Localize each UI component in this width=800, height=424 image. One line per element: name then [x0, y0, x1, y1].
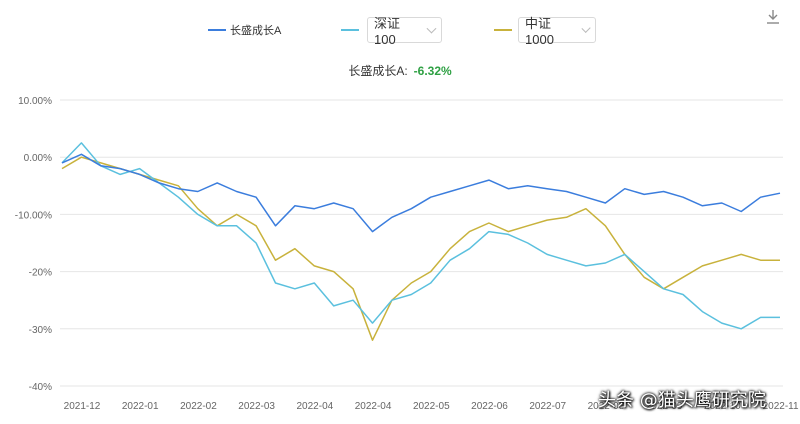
- legend-item-fund[interactable]: 长盛成长A: [208, 18, 281, 42]
- watermark: 头条 @猫头鹰研究院: [598, 390, 766, 411]
- legend-item-index2: [494, 18, 516, 42]
- y-tick-label: -40%: [29, 382, 52, 393]
- y-tick-label: -30%: [29, 325, 52, 336]
- index1-select-label: 深证100: [374, 16, 401, 47]
- legend-line-index1: [341, 29, 359, 31]
- series-line-0: [61, 153, 781, 233]
- chart-grid: [60, 99, 783, 387]
- series-line-1: [61, 142, 780, 330]
- legend-item-index1: [341, 18, 363, 42]
- chart-legend: 长盛成长A 深证100 中证1000: [0, 0, 800, 50]
- summary-value: -6.32%: [413, 64, 452, 78]
- x-tick-label: 2022-09: [646, 401, 683, 412]
- y-tick-label: 10.00%: [18, 96, 52, 107]
- summary-label: 长盛成长A:: [348, 64, 408, 78]
- x-tick-label: 2021-12: [64, 401, 101, 412]
- y-tick-label: -10.00%: [15, 210, 52, 221]
- y-tick-label: 0.00%: [24, 153, 52, 164]
- index2-select-label: 中证1000: [525, 16, 554, 47]
- summary-line: 长盛成长A: -6.32%: [0, 62, 800, 79]
- x-tick-label: 2022-01: [122, 401, 159, 412]
- chevron-down-icon: [581, 23, 591, 34]
- x-tick-label: 2022-10: [704, 401, 741, 412]
- x-tick-label: 2022-04: [297, 401, 334, 412]
- download-icon[interactable]: [765, 8, 781, 26]
- x-tick-label: 2022-08: [588, 401, 625, 412]
- y-tick-label: -20%: [29, 268, 52, 279]
- x-tick-label: 2022-05: [413, 401, 450, 412]
- x-tick-label: 2022-03: [238, 401, 275, 412]
- x-axis-ticks: 2021-12 2022-01 2022-02 2022-03 2022-04 2022-…: [64, 401, 799, 412]
- index2-select[interactable]: 中证1000: [518, 16, 596, 47]
- x-tick-label: 2022-02: [180, 401, 217, 412]
- x-tick-label: 2022-04: [355, 401, 392, 412]
- legend-line-index2: [494, 29, 512, 31]
- x-tick-label: 2022-06: [471, 401, 508, 412]
- chevron-down-icon: [426, 23, 437, 34]
- legend-label-fund: 长盛成长A: [230, 25, 282, 37]
- index1-select[interactable]: 深证100: [367, 16, 442, 47]
- x-tick-label: 2022-07: [529, 401, 566, 412]
- legend-line-fund: [208, 29, 226, 31]
- series-line-2: [61, 156, 780, 341]
- y-axis-ticks: 10.00% 0.00% -10.00% -20% -30% -40%: [15, 96, 52, 393]
- chart-series: [61, 142, 781, 341]
- x-tick-label: 2022-11: [763, 401, 799, 412]
